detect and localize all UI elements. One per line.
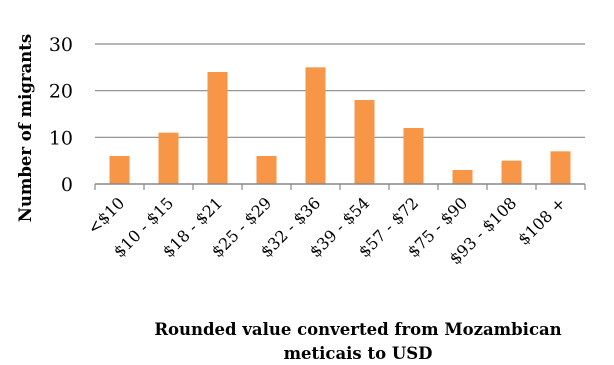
x-axis-title-line-2: meticais to USD	[284, 344, 433, 363]
bar	[452, 170, 473, 184]
bar	[109, 156, 130, 184]
y-axis-title: Number of migrants	[16, 34, 35, 222]
y-tick-label: 0	[61, 174, 73, 196]
x-tick-labels: <$10$10 - $15$18 - $21$25 - $29$32 - $36…	[84, 193, 570, 268]
gridlines	[95, 43, 585, 138]
bars	[109, 67, 571, 184]
x-tick-label: $108 +	[514, 193, 569, 248]
y-tick-label: 20	[49, 81, 73, 103]
bar	[354, 100, 375, 184]
axes	[94, 183, 586, 190]
x-axis-title-line-1: Rounded value converted from Mozambican	[154, 320, 561, 339]
y-tick-labels: 0 10 20 30	[49, 34, 73, 196]
bar	[207, 72, 228, 184]
bar	[256, 156, 277, 184]
bar	[305, 67, 326, 184]
bar	[403, 128, 424, 184]
x-tick-label: <$10	[84, 193, 129, 238]
bar	[158, 132, 179, 184]
bar	[550, 151, 571, 184]
bar	[501, 160, 522, 184]
y-tick-label: 10	[49, 127, 73, 149]
y-tick-label: 30	[49, 34, 73, 56]
